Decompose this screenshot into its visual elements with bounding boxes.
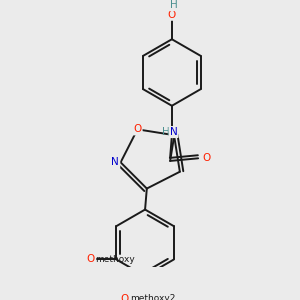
Text: N: N: [112, 158, 119, 167]
Text: H: H: [170, 0, 178, 10]
Text: O: O: [86, 254, 94, 265]
Text: methoxy2: methoxy2: [130, 294, 175, 300]
Text: N: N: [170, 127, 178, 137]
Text: methoxy: methoxy: [95, 255, 135, 264]
Text: O: O: [120, 294, 128, 300]
Text: H: H: [162, 127, 169, 137]
Text: O: O: [133, 124, 142, 134]
Text: O: O: [168, 10, 176, 20]
Text: O: O: [203, 153, 211, 163]
